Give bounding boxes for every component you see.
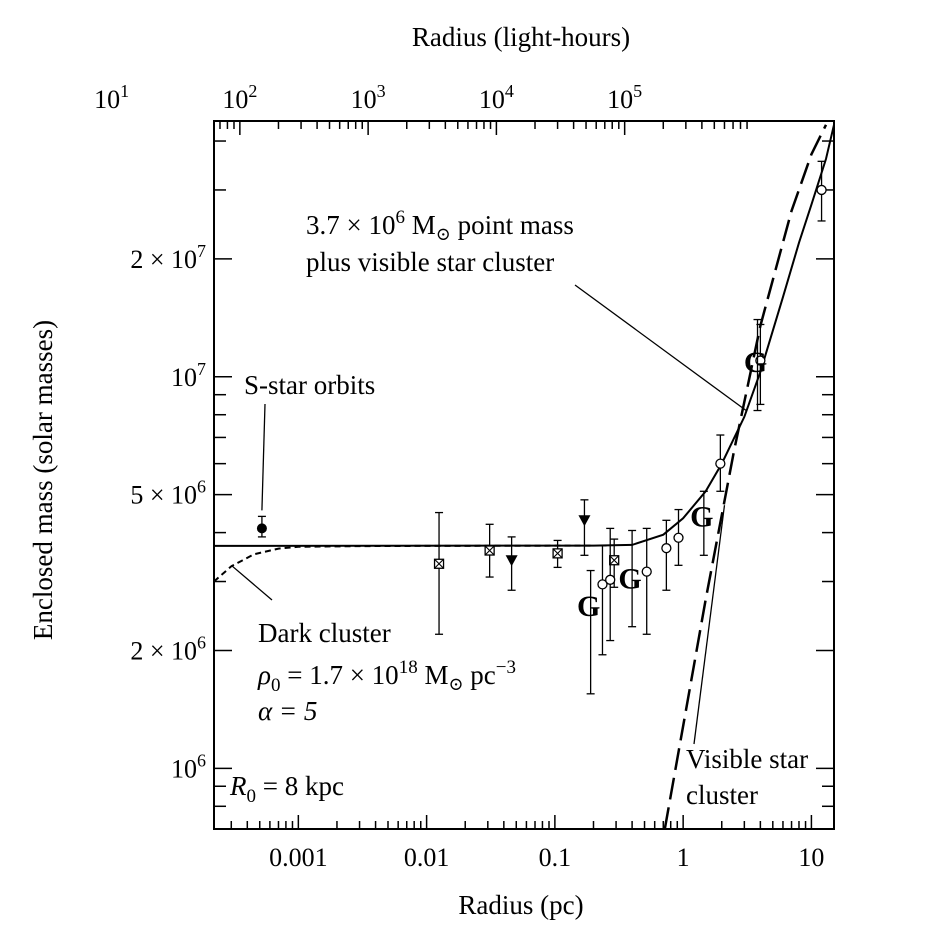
bottom-axis-title: Radius (pc) xyxy=(458,890,583,920)
y-axis-title: Enclosed mass (solar masses) xyxy=(28,320,58,640)
data-point-open-circle xyxy=(661,519,672,591)
data-point-open-circle xyxy=(816,160,827,222)
sstar-annotation: S-star orbits xyxy=(244,370,375,400)
data-point-open-circle xyxy=(673,508,684,566)
top-axis-title: Radius (light-hours) xyxy=(412,22,630,52)
data-point-open-circle xyxy=(605,527,616,642)
y-tick-label: 5 × 106 xyxy=(130,477,206,510)
data-point-open-circle xyxy=(755,323,766,406)
y-tick-label: 2 × 106 xyxy=(130,632,206,665)
marker xyxy=(597,579,608,590)
g-marker: G xyxy=(744,346,767,379)
marker-cross xyxy=(609,555,620,566)
data-point-filled-triangle-down xyxy=(578,499,591,556)
marker xyxy=(661,543,672,554)
y-tick-label: 2 × 107 xyxy=(130,241,206,274)
bottom-tick-label: 1 xyxy=(677,843,690,872)
data-point-filled-triangle-down xyxy=(505,536,518,591)
marker xyxy=(641,566,652,577)
top-tick-label: 104 xyxy=(479,81,514,114)
top-tick-label: 102 xyxy=(222,81,257,114)
point-mass-annotation-line1: 3.7 × 106 M⊙ point mass xyxy=(306,207,574,244)
dark-cluster-alpha: α = 5 xyxy=(258,696,317,726)
bottom-tick-label: 10 xyxy=(798,843,824,872)
point-mass-leader xyxy=(574,284,747,412)
g-marker: G xyxy=(690,500,713,533)
dark-cluster-title: Dark cluster xyxy=(258,618,391,648)
marker-cross xyxy=(434,558,444,569)
dark-cluster-curve xyxy=(214,544,594,583)
data-point-filled-circle xyxy=(256,515,267,538)
marker xyxy=(816,184,827,196)
data-point-boxed-x xyxy=(433,511,445,635)
data-point-G: G xyxy=(690,490,714,556)
marker xyxy=(256,523,267,534)
sstar-leader xyxy=(261,403,266,511)
dark-cluster-density: ρ0 = 1.7 × 1018 M⊙ pc−3 xyxy=(257,657,516,696)
g-marker: G xyxy=(577,590,600,623)
data-point-boxed-x xyxy=(484,523,495,578)
marker xyxy=(715,458,726,469)
marker xyxy=(505,555,518,567)
data-point-G: G xyxy=(577,569,600,695)
top-tick-label: 101 xyxy=(94,81,129,114)
visible-cluster-leader xyxy=(693,505,726,745)
bottom-tick-label: 0.1 xyxy=(539,843,572,872)
y-tick-label: 107 xyxy=(171,359,206,392)
marker-cross xyxy=(484,545,495,556)
marker xyxy=(578,515,591,527)
bottom-tick-label: 0.01 xyxy=(404,843,450,872)
data-point-boxed-x xyxy=(552,539,563,569)
data-point-open-circle xyxy=(597,545,608,656)
data-point-G: G xyxy=(744,318,767,412)
visible-star-cluster-curve xyxy=(663,124,828,829)
point-mass-annotation-line2: plus visible star cluster xyxy=(306,247,554,277)
top-tick-label: 105 xyxy=(607,81,642,114)
data-point-G: G xyxy=(618,529,642,628)
marker xyxy=(673,532,684,543)
plot-frame xyxy=(213,120,835,830)
r0-annotation: R0 = 8 kpc xyxy=(229,771,344,807)
marker-cross xyxy=(552,548,563,559)
bottom-tick-label: 0.001 xyxy=(269,843,328,872)
y-tick-label: 106 xyxy=(171,750,206,783)
marker xyxy=(605,574,616,585)
sun-symbol: ⊙ xyxy=(436,224,451,244)
sun-symbol: ⊙ xyxy=(448,674,463,694)
tick-labels: 0.001 0.01 0.1 1 10 101 102 103 104 105 106 2 × 106… xyxy=(94,81,824,872)
visible-cluster-label-line1: Visible star xyxy=(686,744,808,774)
dark-cluster-leader xyxy=(230,564,273,601)
top-tick-label: 103 xyxy=(351,81,386,114)
visible-cluster-label-line2: cluster xyxy=(686,780,758,810)
g-marker: G xyxy=(618,563,641,596)
data-point-open-circle xyxy=(641,527,652,635)
annotation-leader-lines xyxy=(230,284,747,745)
point-mass-plus-cluster-curve xyxy=(214,124,834,547)
data-point-open-circle xyxy=(715,434,726,492)
